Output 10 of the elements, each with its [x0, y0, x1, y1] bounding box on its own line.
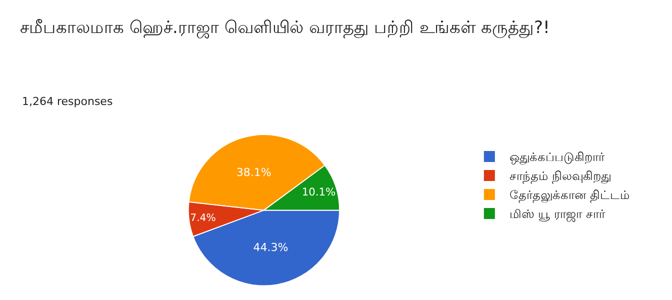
text: 1,264 responses — [22, 95, 113, 108]
legend-label: சாந்தம் நிலவுகிறது — [509, 169, 612, 184]
data-label: 7.4% — [190, 212, 216, 224]
legend-label: மிஸ் யூ ராஜா சார் — [509, 207, 606, 222]
data-label: 10.1% — [302, 186, 336, 199]
legend-label: தேர்தலுக்கான திட்டம் — [509, 188, 630, 204]
data-label: 38.1% — [236, 166, 272, 179]
data-label: 44.3% — [253, 241, 288, 254]
legend-label: ஒதுக்கப்படுகிறார் — [509, 150, 606, 166]
chart-title: சமீபகாலமாக ஹெச்.ராஜா வெளியில் வராதது பற்றி உங்கள் கருத்து?! — [20, 18, 550, 39]
